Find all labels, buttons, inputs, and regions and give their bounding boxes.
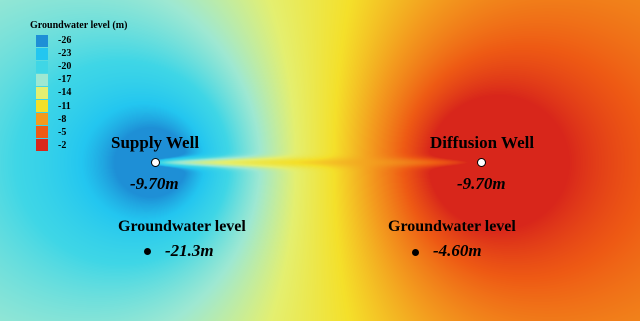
legend-item: -20 [30,60,127,73]
legend-swatch [36,126,48,139]
legend-swatch [36,34,48,47]
diffusion-well-level: -9.70m [457,174,506,193]
supply-groundwater-point [144,248,151,255]
legend-swatch [36,47,48,60]
legend-item: -2 [30,139,127,152]
legend-label: -8 [58,113,67,125]
legend-label: -2 [58,139,67,151]
diffusion-well-label: Diffusion Well [430,133,535,152]
legend-item: -11 [30,99,127,113]
legend-swatch [36,73,48,86]
legend-label: -23 [58,48,72,60]
legend-label: -5 [58,126,67,138]
supply-well-label: Supply Well [111,133,200,152]
diffusion-groundwater-point [412,249,419,256]
legend-swatch [36,139,48,152]
diffusion-groundwater-title: Groundwater level [388,218,516,235]
supply-well-marker [151,158,160,167]
legend-label: -11 [58,100,71,112]
legend-title: Groundwater level (m) [30,20,128,31]
legend-label: -26 [58,35,72,47]
supply-groundwater-value: -21.3m [165,241,214,260]
supply-groundwater-title: Groundwater level [118,218,246,235]
legend-item: -17 [30,73,127,86]
legend-label: -20 [58,61,72,73]
diffusion-well-marker [477,158,486,167]
legend-label: -17 [58,74,72,86]
legend-items: -26 -23 -20 -17 -14 -11 -8 -5 -2 [30,34,127,152]
supply-well-level: -9.70m [130,174,179,193]
legend-item: -23 [30,47,127,60]
legend-swatch [36,100,48,113]
legend: Groundwater level (m) -26 -23 -20 -17 -14 -11… [30,20,127,152]
legend-swatch [36,86,48,99]
legend-swatch [36,113,48,126]
legend-label: -14 [58,87,72,99]
legend-item: -14 [30,86,127,99]
legend-item: -8 [30,113,127,126]
legend-item: -26 [30,34,127,47]
legend-item: -5 [30,126,127,139]
legend-swatch [36,60,48,73]
diffusion-groundwater-value: -4.60m [433,241,482,260]
